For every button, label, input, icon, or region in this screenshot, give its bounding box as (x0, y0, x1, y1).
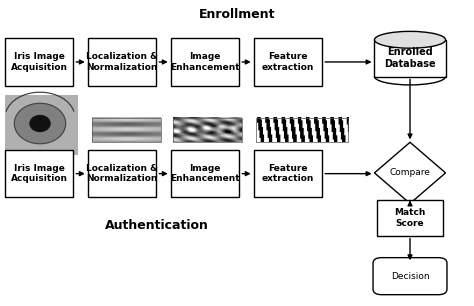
Text: Localization &
Normalization: Localization & Normalization (86, 52, 158, 72)
Text: Iris Image
Acquisition: Iris Image Acquisition (10, 164, 68, 183)
Text: Decision: Decision (391, 272, 429, 281)
FancyBboxPatch shape (254, 38, 322, 86)
FancyBboxPatch shape (5, 150, 73, 197)
Text: Authentication: Authentication (104, 219, 209, 232)
Text: Feature
extraction: Feature extraction (262, 164, 314, 183)
FancyBboxPatch shape (171, 38, 239, 86)
Text: Compare: Compare (390, 168, 430, 177)
FancyBboxPatch shape (254, 150, 322, 197)
Ellipse shape (30, 115, 50, 132)
Bar (5, 95, 78, 155)
Text: Enrolled
Database: Enrolled Database (384, 47, 436, 69)
Text: Image
Enhancement: Image Enhancement (170, 52, 240, 72)
FancyBboxPatch shape (88, 38, 156, 86)
Bar (173, 118, 242, 142)
FancyBboxPatch shape (88, 150, 156, 197)
Text: Iris Image
Acquisition: Iris Image Acquisition (10, 52, 68, 72)
FancyBboxPatch shape (377, 200, 443, 236)
Text: Enrollment: Enrollment (199, 8, 275, 21)
Bar (374, 40, 446, 76)
Ellipse shape (14, 103, 66, 144)
Text: Feature
extraction: Feature extraction (262, 52, 314, 72)
FancyBboxPatch shape (171, 150, 239, 197)
Polygon shape (374, 142, 446, 203)
FancyBboxPatch shape (5, 38, 73, 86)
Text: Image
Enhancement: Image Enhancement (170, 164, 240, 183)
Ellipse shape (374, 31, 446, 48)
Bar (92, 118, 161, 142)
Bar (256, 118, 348, 142)
Text: Match
Score: Match Score (394, 208, 426, 228)
Text: Localization &
Normalization: Localization & Normalization (86, 164, 158, 183)
FancyBboxPatch shape (373, 258, 447, 295)
